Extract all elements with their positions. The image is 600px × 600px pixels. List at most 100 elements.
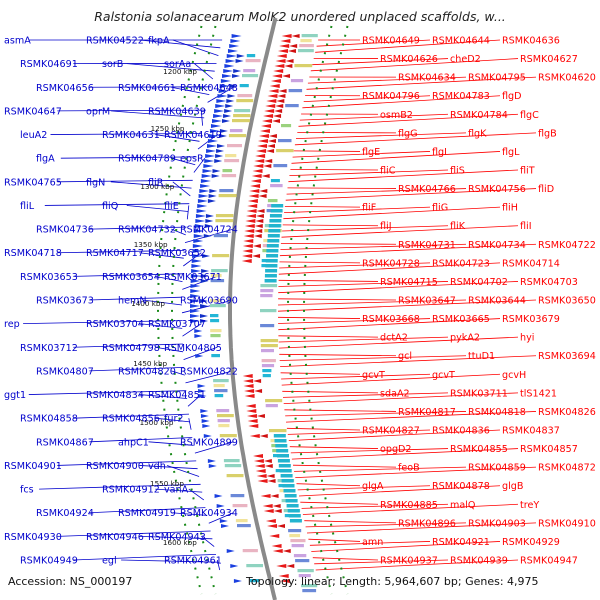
gene-label[interactable]: RSMK04619 [164, 130, 222, 141]
gene-label[interactable]: RSMK04732 [118, 225, 176, 236]
gene-label[interactable]: RSMK03652 [148, 248, 206, 259]
gene-label[interactable]: RSMK04702 [450, 277, 508, 288]
gene-label[interactable]: RSMK03665 [432, 314, 490, 325]
gene-label[interactable]: RSMK03653 [20, 272, 78, 283]
gene-label[interactable]: sdaA2 [380, 388, 410, 399]
gene-label[interactable]: flgL [502, 147, 520, 158]
gene-label[interactable]: fkpA [148, 36, 170, 47]
gene-label[interactable]: amn [362, 537, 383, 548]
gene-label[interactable]: RSMK04723 [432, 258, 490, 269]
gene-label[interactable]: fliI [520, 221, 532, 232]
gene-label[interactable]: RSMK03704 [86, 319, 144, 330]
gene-label[interactable]: RSMK03711 [450, 388, 508, 399]
gene-label[interactable]: RSMK04859 [468, 463, 526, 474]
gene-label[interactable]: RSMK04930 [4, 532, 62, 543]
gene-label[interactable]: fliJ [380, 221, 392, 232]
gene-label[interactable]: RSMK04896 [398, 518, 456, 529]
gene-label[interactable]: flgD [502, 91, 522, 102]
gene-label[interactable]: tlS1421 [520, 388, 557, 399]
gene-label[interactable]: fliT [520, 166, 535, 177]
gene-label[interactable]: RSMK04901 [4, 461, 62, 472]
gene-label[interactable]: RSMK04943 [148, 532, 206, 543]
gene-label[interactable]: hyi [520, 333, 534, 344]
gene-label[interactable]: fliR [148, 177, 164, 188]
gene-label[interactable]: RSMK03654 [102, 272, 160, 283]
gene-label[interactable]: rep [4, 319, 20, 330]
gene-label[interactable]: fcs [20, 485, 34, 496]
gene-label[interactable]: RSMK04947 [520, 556, 578, 567]
gene-label[interactable]: glgA [362, 481, 384, 492]
gene-label[interactable]: flgE [362, 147, 380, 158]
gene-label[interactable]: RSMK04731 [398, 240, 456, 251]
gene-label[interactable]: RSMK04736 [36, 225, 94, 236]
gene-label[interactable]: pykA2 [450, 333, 480, 344]
gene-label[interactable]: RSMK03707 [148, 319, 206, 330]
gene-label[interactable]: RSMK04946 [86, 532, 144, 543]
gene-label[interactable]: RSMK04900 [86, 461, 144, 472]
gene-label[interactable]: treY [520, 500, 539, 511]
gene-label[interactable]: RSMK04715 [380, 277, 438, 288]
gene-label[interactable]: opgD2 [380, 444, 412, 455]
gene-label[interactable]: fliE [164, 201, 179, 212]
gene-label[interactable]: RSMK04522 [86, 36, 144, 47]
gene-label[interactable]: fliC [380, 166, 396, 177]
gene-label[interactable]: asmA [4, 36, 31, 47]
gene-label[interactable]: RSMK04867 [36, 437, 94, 448]
gene-label[interactable]: RSMK04822 [180, 366, 238, 377]
gene-label[interactable]: gcvH [502, 370, 526, 381]
gene-label[interactable]: glgB [502, 481, 523, 492]
gene-label[interactable]: sorB [102, 59, 123, 70]
gene-label[interactable]: fliK [450, 221, 466, 232]
gene-label[interactable]: RSMK04718 [4, 248, 62, 259]
gene-label[interactable]: RSMK04961 [164, 556, 222, 567]
gene-label[interactable]: RSMK04634 [398, 73, 456, 84]
gene-label[interactable]: RSMK04627 [520, 54, 578, 65]
gene-label[interactable]: RSMK04872 [538, 463, 596, 474]
gene-label[interactable]: RSMK04929 [502, 537, 560, 548]
gene-label[interactable]: oprM [86, 106, 110, 117]
gene-label[interactable]: RSMK04856 [102, 414, 160, 425]
gene-label[interactable]: RSMK04818 [468, 407, 526, 418]
gene-label[interactable]: RSMK04631 [102, 130, 160, 141]
gene-label[interactable]: leuA2 [20, 130, 47, 141]
gene-label[interactable]: RSMK04857 [520, 444, 578, 455]
gene-label[interactable]: RSMK04949 [20, 556, 78, 567]
gene-label[interactable]: RSMK03712 [20, 343, 78, 354]
gene-label[interactable]: RSMK04656 [36, 83, 94, 94]
gene-label[interactable]: RSMK04837 [502, 426, 560, 437]
gene-label[interactable]: RSMK04903 [468, 518, 526, 529]
gene-label[interactable]: RSMK04691 [20, 59, 78, 70]
gene-label[interactable]: flgK [468, 128, 487, 139]
gene-label[interactable]: RSMK04934 [180, 508, 238, 519]
gene-label[interactable]: RSMK04703 [520, 277, 578, 288]
gene-label[interactable]: RSMK04885 [380, 500, 438, 511]
gene-label[interactable]: ttuD1 [468, 351, 495, 362]
gene-label[interactable]: epsR [180, 154, 204, 165]
gene-label[interactable]: ggt1 [4, 390, 26, 401]
gene-label[interactable]: RSMK03650 [538, 296, 596, 307]
gene-label[interactable]: sorAa [164, 59, 191, 70]
gene-label[interactable]: RSMK03671 [164, 272, 222, 283]
gene-label[interactable]: RSMK04765 [4, 177, 62, 188]
gene-label[interactable]: RSMK03673 [36, 296, 94, 307]
gene-label[interactable]: RSMK04766 [398, 184, 456, 195]
gene-label[interactable]: flgA [36, 154, 55, 165]
gene-label[interactable]: RSMK03644 [468, 296, 526, 307]
gene-label[interactable]: RSMK04899 [180, 437, 238, 448]
gene-label[interactable]: vanA [164, 485, 189, 496]
gene-label[interactable]: RSMK04820 [118, 366, 176, 377]
gene-label[interactable]: RSMK04644 [432, 36, 490, 47]
gene-label[interactable]: fliG [432, 203, 448, 214]
gene-label[interactable]: RSMK04921 [432, 537, 490, 548]
gene-label[interactable]: dctA2 [380, 333, 408, 344]
gene-label[interactable]: RSMK04817 [398, 407, 456, 418]
gene-label[interactable]: RSMK04827 [362, 426, 420, 437]
gene-label[interactable]: fliF [362, 203, 376, 214]
gene-label[interactable]: RSMK03679 [502, 314, 560, 325]
gene-label[interactable]: gcvT [432, 370, 455, 381]
gene-label[interactable]: RSMK04924 [36, 508, 94, 519]
gene-label[interactable]: hemN [118, 296, 147, 307]
gene-label[interactable]: RSMK04910 [538, 518, 596, 529]
gene-label[interactable]: fliS [450, 166, 465, 177]
gene-label[interactable]: RSMK04714 [502, 258, 560, 269]
